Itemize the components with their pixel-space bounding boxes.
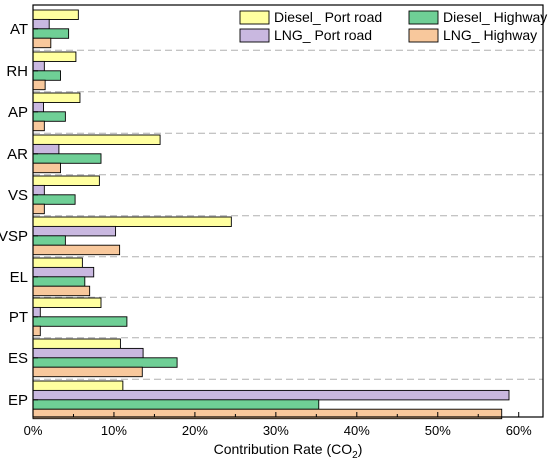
bar-ep-lng-port-road xyxy=(32,389,510,401)
bar-rh-lng-highway xyxy=(32,79,46,91)
x-tick-label: 10% xyxy=(101,423,127,438)
x-tick-label: 50% xyxy=(425,423,451,438)
x-tick-label: 20% xyxy=(182,423,208,438)
bar-vs-lng-port-road xyxy=(32,184,45,196)
category-label-pt: PT xyxy=(9,309,28,326)
category-label-ep: EP xyxy=(8,392,28,409)
x-axis-title-subscript: 2 xyxy=(352,450,358,461)
bar-es-diesel-highway xyxy=(32,357,178,368)
bar-ap-diesel-port-road xyxy=(32,92,81,103)
bar-es-lng-highway xyxy=(32,366,143,378)
bar-rh-diesel-highway xyxy=(32,70,61,81)
legend-swatch-lng-highway xyxy=(408,28,439,43)
bar-at-diesel-port-road xyxy=(32,9,79,20)
category-label-at: AT xyxy=(10,21,28,38)
bar-vs-lng-highway xyxy=(32,203,45,215)
legend-label-diesel-highway: Diesel_ Highway xyxy=(443,9,547,25)
x-tick-label: 30% xyxy=(263,423,289,438)
bar-pt-lng-highway xyxy=(32,325,41,337)
legend-swatch-diesel-port-road xyxy=(239,10,270,25)
bar-el-diesel-highway xyxy=(32,276,86,287)
legend-swatch-diesel-highway xyxy=(408,10,439,25)
category-separators xyxy=(33,49,543,380)
bar-ar-lng-port-road xyxy=(32,143,60,155)
x-tick-label: 0% xyxy=(24,423,43,438)
bar-ap-diesel-highway xyxy=(32,111,66,122)
bar-at-lng-port-road xyxy=(32,18,50,30)
bar-vsp-diesel-highway xyxy=(32,235,66,246)
bar-ar-diesel-highway xyxy=(32,153,102,164)
legend-label-diesel-port-road: Diesel_ Port road xyxy=(274,9,382,25)
bar-ar-diesel-port-road xyxy=(32,134,161,145)
bar-es-diesel-port-road xyxy=(32,338,121,349)
bar-vs-diesel-highway xyxy=(32,194,76,205)
x-ticks: 0% 10% 20% 30% 40% 50% 60% xyxy=(24,412,532,438)
bar-vs-diesel-port-road xyxy=(32,175,100,186)
bar-el-diesel-port-road xyxy=(32,257,83,268)
x-tick-label: 40% xyxy=(344,423,370,438)
category-label-vs: VS xyxy=(8,187,28,204)
bar-el-lng-port-road xyxy=(32,266,95,278)
bar-el-lng-highway xyxy=(32,285,91,297)
bar-ar-lng-highway xyxy=(32,162,61,174)
x-axis-title: Contribution Rate (CO2) xyxy=(214,441,363,461)
bar-ep-diesel-port-road xyxy=(32,380,124,391)
category-label-ap: AP xyxy=(8,104,28,121)
bar-es-lng-port-road xyxy=(32,347,144,359)
legend: Diesel_ Port road Diesel_ Highway LNG_ Por… xyxy=(239,9,547,43)
bar-ep-diesel-highway xyxy=(32,399,320,410)
x-axis-title-close: ) xyxy=(358,441,363,457)
legend-label-lng-port-road: LNG_ Port road xyxy=(274,27,372,43)
bar-at-diesel-highway xyxy=(32,28,70,39)
category-labels: AT RH AP AR VS VSP EL PT ES EP xyxy=(0,21,38,409)
bar-rh-diesel-port-road xyxy=(32,51,77,62)
bar-at-lng-highway xyxy=(32,37,52,49)
legend-swatch-lng-port-road xyxy=(239,28,270,43)
bar-pt-lng-port-road xyxy=(32,306,41,318)
plot-frame xyxy=(32,4,544,418)
category-label-es: ES xyxy=(8,350,28,367)
bar-pt-diesel-highway xyxy=(32,316,128,327)
category-label-vsp: VSP xyxy=(0,228,28,245)
legend-label-lng-highway: LNG_ Highway xyxy=(443,27,537,43)
bar-vsp-lng-highway xyxy=(32,244,121,256)
bar-rh-lng-port-road xyxy=(32,60,45,72)
bar-ap-lng-highway xyxy=(32,120,45,132)
bar-ap-lng-port-road xyxy=(32,101,44,113)
x-tick-label: 60% xyxy=(506,423,532,438)
bar-pt-diesel-port-road xyxy=(32,297,102,308)
bar-vsp-lng-port-road xyxy=(32,225,117,237)
category-label-ar: AR xyxy=(7,146,28,163)
category-label-rh: RH xyxy=(6,63,28,80)
bars-group xyxy=(32,9,510,420)
bar-vsp-diesel-port-road xyxy=(32,216,232,227)
category-label-el: EL xyxy=(10,269,28,286)
